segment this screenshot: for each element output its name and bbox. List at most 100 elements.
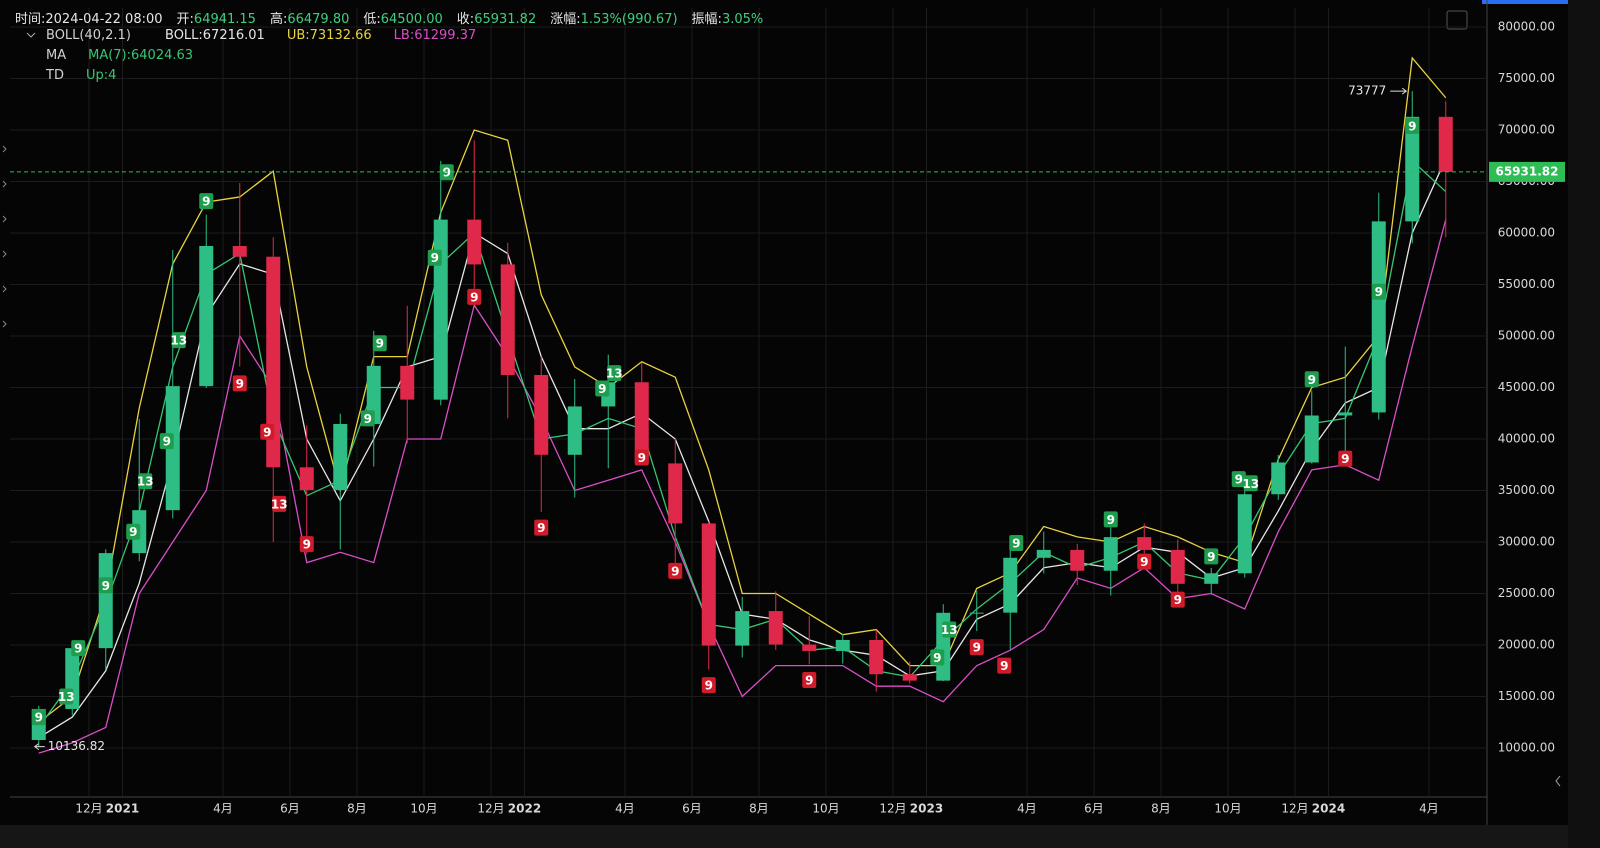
td-marker: 9 (159, 433, 174, 450)
grid (10, 8, 1487, 797)
td-box (260, 423, 275, 440)
x-tick-label: 2021 (106, 802, 139, 816)
td-label: 9 (973, 641, 981, 655)
td-box (1204, 548, 1219, 565)
td-marker: 9 (634, 449, 649, 466)
td-label: 9 (805, 674, 813, 688)
candle-body (1271, 462, 1286, 495)
last-price-box (1489, 161, 1565, 182)
x-tick-label: 6月 (682, 802, 702, 816)
td-box (1137, 553, 1152, 570)
candle-body (1237, 494, 1252, 574)
axes: 10000.00 15000.00 20000.00 25000.00 30000.00… (10, 20, 1565, 816)
y-tick-label: 15000.00 (1498, 689, 1555, 703)
td-box (272, 495, 287, 512)
annotation-arrow (1390, 87, 1408, 95)
td-label: 9 (1012, 537, 1020, 551)
candle-body (735, 611, 750, 646)
x-tick-label: 10月 (812, 802, 839, 816)
td-marker: 9 (595, 380, 610, 397)
td-label: 13 (271, 497, 288, 511)
td-label: 13 (1242, 477, 1259, 491)
field-label: 振幅: (691, 12, 722, 27)
candle-body (668, 463, 683, 524)
td-box (595, 380, 610, 397)
td-box (534, 519, 549, 536)
y-tick-label: 75000.00 (1498, 71, 1555, 85)
candle-body (333, 423, 348, 491)
td-marker: 9 (701, 677, 716, 694)
td-marker: 13 (941, 621, 958, 638)
y-tick-label: 50000.00 (1498, 329, 1555, 343)
td-label: 9 (35, 711, 43, 725)
legend-toggle[interactable] (26, 32, 36, 38)
y-tick-label: 55000.00 (1498, 277, 1555, 291)
candle-body (1103, 537, 1118, 571)
x-tick-label: 4月 (1017, 802, 1037, 816)
td-marker: 13 (137, 473, 154, 490)
td-label: 9 (443, 166, 451, 180)
candle-body (1438, 116, 1453, 172)
field-label: 低: (363, 12, 381, 27)
side-arrows[interactable] (2, 145, 7, 328)
td-marker: 13 (606, 365, 623, 382)
td-marker: 13 (271, 495, 288, 512)
field-value: 64500.00 (380, 12, 443, 27)
y-tick-label: 60000.00 (1498, 226, 1555, 240)
top-accent (1482, 0, 1568, 4)
td-box (701, 677, 716, 694)
td-box (634, 449, 649, 466)
td-box (427, 249, 442, 266)
candle-body (1070, 549, 1085, 571)
candle-body (500, 264, 515, 375)
td-label: 9 (236, 377, 244, 391)
td-label: 9 (1308, 373, 1316, 387)
legend-value: MA(7):64024.63 (88, 48, 194, 63)
td-label: 13 (170, 334, 187, 348)
td-label: 9 (129, 525, 137, 539)
td-marker: 9 (1103, 511, 1118, 528)
td-marker: 9 (260, 423, 275, 440)
td-box (31, 709, 46, 726)
td-marker: 9 (1137, 553, 1152, 570)
candle-body (902, 674, 917, 681)
td-label: 9 (1408, 119, 1416, 133)
legend-value: Up:4 (86, 68, 117, 83)
last-price-label: 65931.82 (1495, 164, 1558, 178)
field-label: 高: (269, 12, 288, 27)
td-box (997, 657, 1012, 674)
fullscreen-icon[interactable] (1446, 10, 1468, 30)
td-marker: 9 (997, 657, 1012, 674)
td-marker: 9 (668, 562, 683, 579)
candle-body (98, 553, 113, 649)
td-box (668, 562, 683, 579)
td-box (942, 621, 957, 638)
td-box (71, 640, 86, 657)
candle-body (1170, 549, 1185, 584)
legend-row: MA MA(7):64024.63 (46, 48, 193, 63)
td-box (360, 410, 375, 427)
scroll-strip (0, 825, 1600, 848)
ohlc-field: 高:66479.80 (270, 8, 349, 27)
td-label: 9 (470, 290, 478, 304)
td-marker: 9 (71, 640, 86, 657)
field-value: 1.53%(990.67) (580, 12, 678, 27)
collapse-icon[interactable] (1555, 775, 1561, 787)
td-box (299, 536, 314, 553)
field-value: 3.05% (721, 12, 764, 27)
x-tick-label: 10月 (1214, 802, 1241, 816)
x-tick-label: 4月 (1419, 802, 1439, 816)
td-box (1304, 371, 1319, 388)
td-label: 9 (598, 382, 606, 396)
td-marker: 9 (930, 649, 945, 666)
annotation-arrow (33, 743, 45, 750)
candle-body (266, 256, 281, 468)
field-value: 64941.15 (193, 12, 256, 27)
legend-name: MA (46, 48, 67, 63)
td-box (59, 688, 74, 705)
legend-row: TD Up:4 (46, 68, 116, 83)
ohlc-field: 收:65931.82 (457, 8, 536, 27)
td-marker: 9 (534, 519, 549, 536)
td-label: 9 (1107, 513, 1115, 527)
